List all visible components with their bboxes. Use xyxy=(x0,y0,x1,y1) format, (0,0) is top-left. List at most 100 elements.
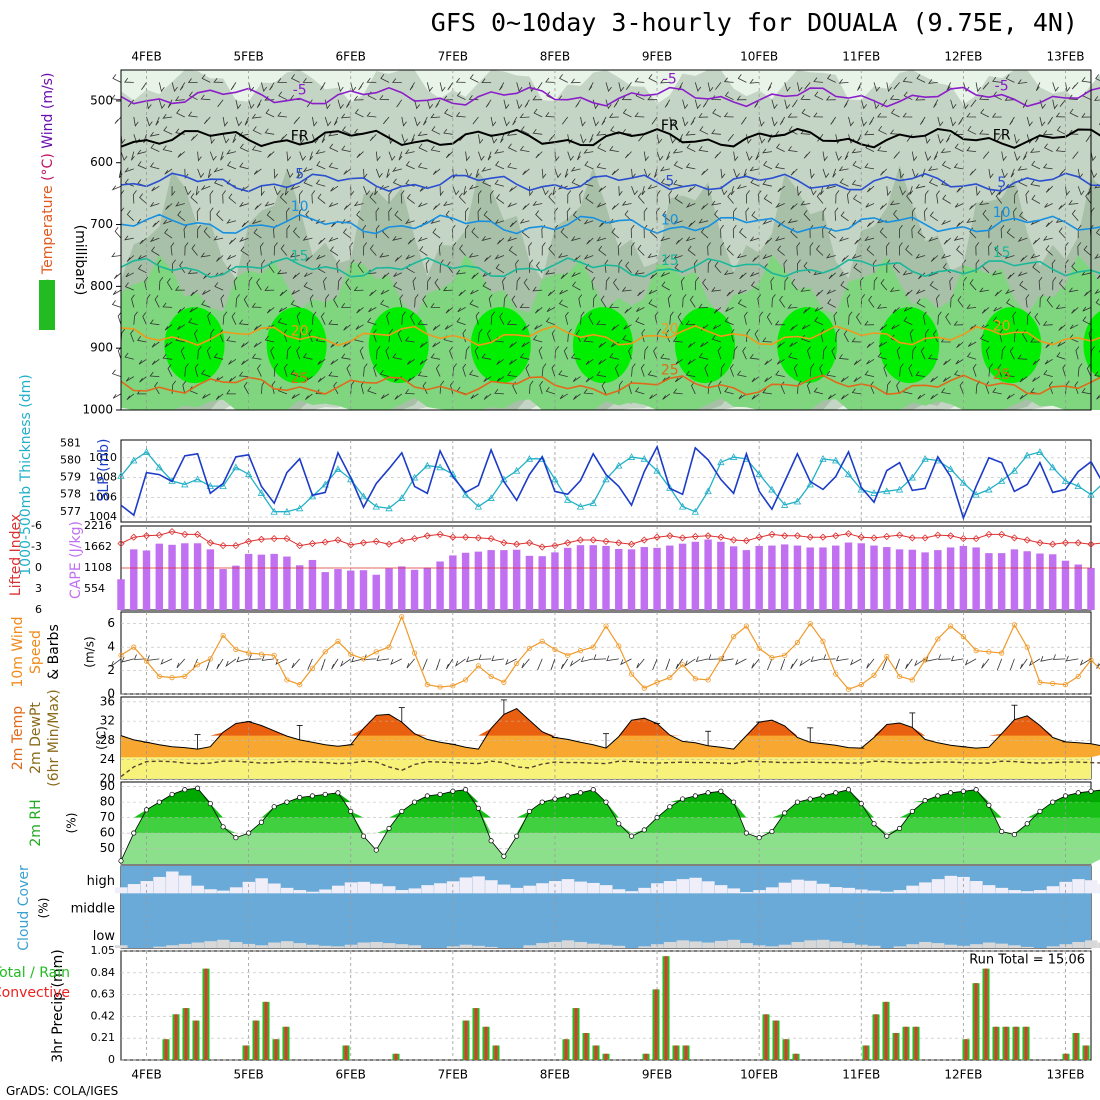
li-tick-label: 0 xyxy=(35,561,42,574)
wind-barb xyxy=(386,311,390,325)
cloud-low-fill xyxy=(574,941,587,948)
wind-barb xyxy=(410,312,415,325)
li-point xyxy=(972,535,980,543)
wind-barb xyxy=(979,200,989,206)
wind-barb xyxy=(529,259,534,273)
wind-barb xyxy=(570,166,581,172)
wind-barb xyxy=(635,387,645,395)
wind-barb xyxy=(675,237,683,245)
wind-barb xyxy=(171,186,176,197)
cape-tick-label: 1662 xyxy=(84,540,112,553)
wind-barb xyxy=(333,295,339,308)
cape-bar xyxy=(1087,567,1095,610)
cape-bar xyxy=(142,550,151,610)
wind-barb xyxy=(660,166,670,172)
wind-barb xyxy=(928,236,938,242)
wind-speed-point xyxy=(156,673,162,680)
wind-barb-10m xyxy=(466,656,479,663)
wind-barb-10m xyxy=(620,658,632,666)
wind-barb-10m xyxy=(261,655,275,661)
cape-bar xyxy=(538,556,546,610)
wind-barb xyxy=(507,371,517,377)
wind-barb xyxy=(915,183,926,189)
cloud-low-fill xyxy=(1008,945,1021,948)
wind-speed-point xyxy=(194,662,201,668)
wind-barb xyxy=(903,316,913,326)
wind-barb xyxy=(312,311,317,325)
wind-barb xyxy=(494,254,505,260)
wind-barb xyxy=(554,168,562,179)
wind-speed-point xyxy=(335,638,341,644)
temp-tick-label: 36 xyxy=(100,694,115,708)
wind-barb xyxy=(736,253,747,259)
li-point xyxy=(513,540,521,548)
wind-barb xyxy=(656,190,661,204)
wind-barb xyxy=(577,151,581,161)
cloud-high-clear xyxy=(842,887,855,894)
wind-barb xyxy=(330,358,339,365)
thickness-point xyxy=(615,461,623,469)
cloud-low-fill xyxy=(217,939,230,948)
rh-point xyxy=(373,847,379,853)
li-point xyxy=(321,538,329,546)
cape-bar xyxy=(347,570,355,610)
wind-barb xyxy=(226,254,237,261)
wind-speed-point xyxy=(692,676,698,682)
wind-barb xyxy=(809,363,815,377)
wind-barb xyxy=(356,307,364,314)
wind-barb xyxy=(1010,168,1015,178)
wind-barb xyxy=(851,388,862,395)
wind-barb xyxy=(585,358,594,366)
wind-speed-point xyxy=(999,650,1005,656)
cloud-low-fill xyxy=(676,940,690,948)
wind-barb xyxy=(240,341,249,348)
wind-speed-point xyxy=(437,684,443,690)
wind-barb xyxy=(455,111,466,118)
wind-barb xyxy=(558,74,568,83)
wind-barb xyxy=(303,272,313,278)
wind-barb xyxy=(264,128,275,135)
wind-speed-point xyxy=(641,685,647,691)
wind-barb xyxy=(851,337,862,343)
wind-barb-10m xyxy=(133,654,147,660)
wind-barb xyxy=(182,380,187,394)
wind-barb xyxy=(563,346,569,360)
wind-barb xyxy=(570,272,581,278)
wind-barb xyxy=(598,185,607,193)
wind-speed-point xyxy=(590,644,596,650)
thickness-point xyxy=(512,466,521,474)
wind-barb-10m xyxy=(996,658,1003,671)
wind-barb xyxy=(194,329,198,343)
cape-bar xyxy=(806,547,814,610)
wind-barb xyxy=(820,186,824,196)
wind-barb xyxy=(290,74,300,83)
wind-barb xyxy=(848,311,853,325)
thickness-point xyxy=(666,483,674,491)
wind-speed-point xyxy=(833,671,839,677)
wind-barb xyxy=(1085,191,1092,204)
thickness-point xyxy=(334,465,342,472)
wind-barb xyxy=(324,294,330,308)
precip-tick-label: 0 xyxy=(108,1053,115,1066)
wind-barb xyxy=(111,94,122,101)
wind-barb xyxy=(179,82,186,91)
wind-barb xyxy=(253,324,262,331)
rh-point xyxy=(973,787,979,793)
wind-barb xyxy=(924,134,931,145)
cape-tick-label: 2216 xyxy=(84,519,112,532)
rh-core-95 xyxy=(675,307,736,384)
wind-barb xyxy=(117,311,122,325)
wind-barb xyxy=(967,126,977,135)
wind-barb xyxy=(856,312,862,325)
wind-barb xyxy=(690,116,696,126)
wind-barb xyxy=(528,242,533,256)
rh-point xyxy=(501,853,507,859)
wind-barb xyxy=(1045,185,1053,193)
thickness-point xyxy=(372,502,380,510)
isotherm-FR xyxy=(120,127,1100,149)
wind-barb xyxy=(637,289,645,297)
li-point xyxy=(270,535,278,543)
cloud-high-clear xyxy=(868,890,881,894)
li-tick-label: 3 xyxy=(35,582,42,595)
wind-barb xyxy=(665,329,671,343)
